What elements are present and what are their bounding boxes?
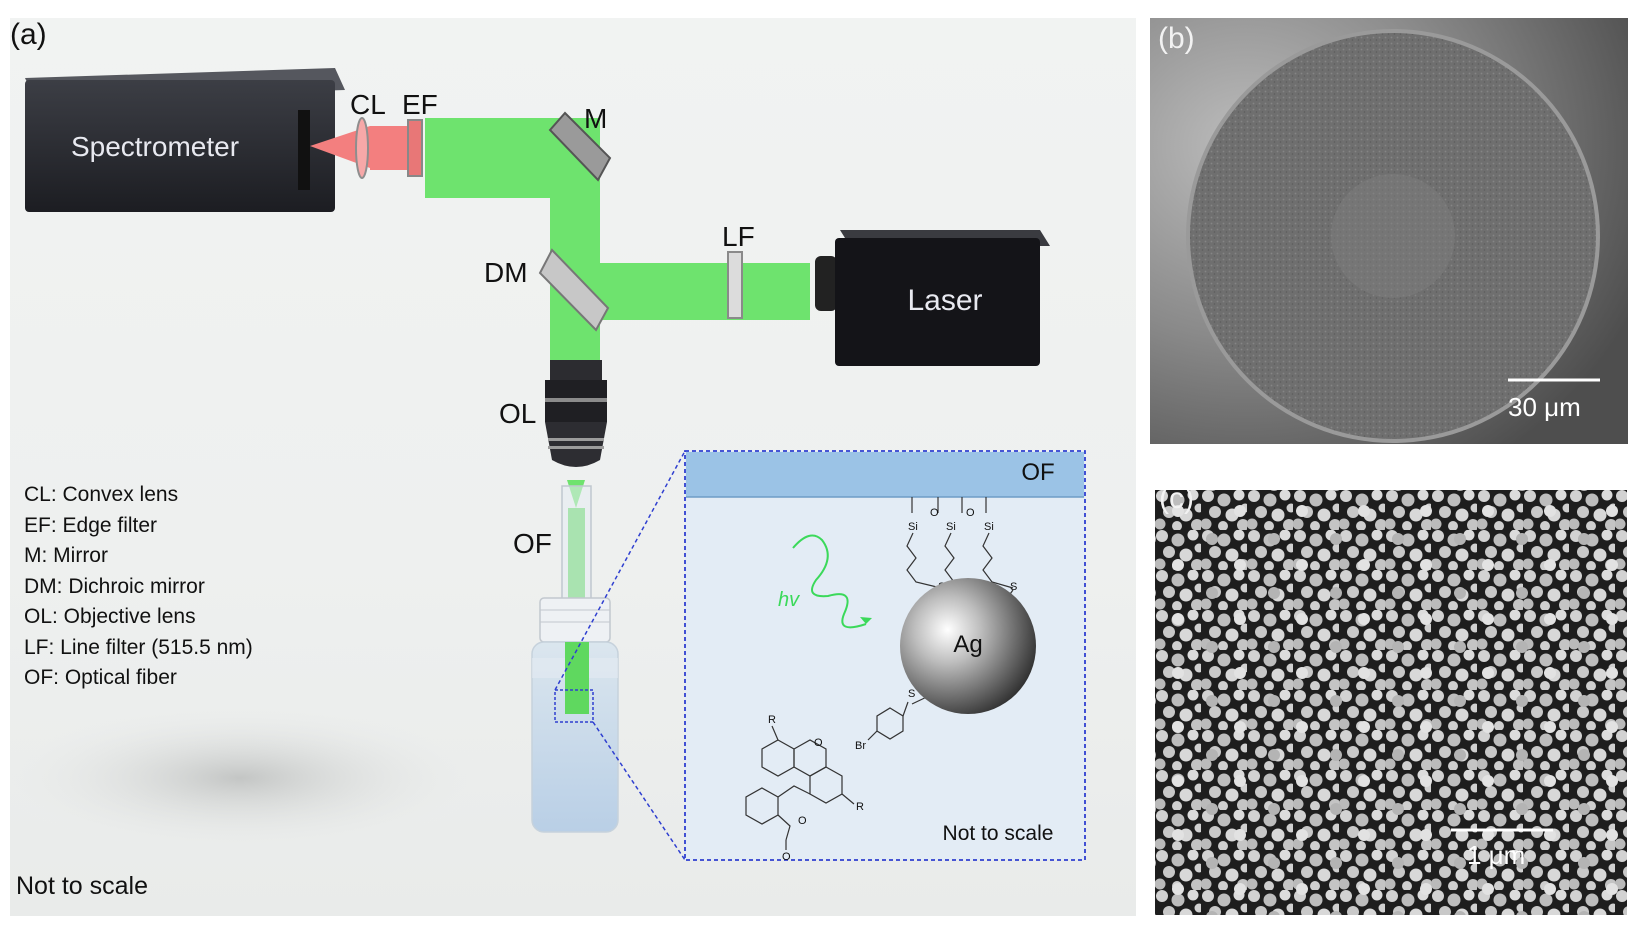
legend-item: EF: Edge filter: [24, 513, 158, 537]
atom-o-3: O: [814, 737, 823, 749]
label-dm: DM: [484, 257, 528, 288]
legend-item: OF: Optical fiber: [24, 666, 177, 689]
legend-item: CL: Convex lens: [24, 483, 179, 506]
spectrometer-label: Spectrometer: [71, 131, 239, 162]
laser-label: Laser: [907, 284, 982, 317]
atom-o-4: O: [798, 815, 807, 827]
bromobenzene-ring: [867, 701, 909, 741]
abbreviation-legend: CL: Convex lens EF: Edge filter M: Mirro…: [24, 480, 253, 694]
hv-label: hv: [778, 589, 800, 611]
dichroic-mirror: [538, 248, 610, 332]
light-wave-icon: [792, 534, 867, 629]
atom-si-2: Si: [946, 521, 956, 533]
dye-molecule: [745, 725, 855, 850]
fiber-core: [1331, 174, 1455, 298]
scale-text-b: 30 μm: [1508, 392, 1581, 422]
panel-a-label: (a): [10, 18, 47, 51]
label-ef: EF: [402, 89, 438, 120]
mirror: [548, 111, 612, 182]
atom-br: Br: [855, 740, 866, 752]
silver-nanoparticle: [900, 578, 1036, 714]
legend-item: DM: Dichroic mirror: [24, 574, 205, 598]
laser-box: [815, 230, 1050, 366]
scale-text-c: 1 μm: [1467, 840, 1526, 870]
ag-label: Ag: [953, 631, 982, 658]
atom-o-2: O: [966, 507, 975, 519]
convex-lens: [355, 117, 369, 179]
inset-fiber-label: OF: [1021, 459, 1054, 486]
zoom-line-top: [554, 450, 686, 691]
label-m: M: [584, 103, 607, 134]
inset-not-to-scale: Not to scale: [943, 822, 1054, 845]
not-to-scale-note: Not to scale: [16, 872, 149, 900]
legend-item: LF: Line filter (515.5 nm): [24, 635, 253, 659]
molecular-inset: OF Si O Si O Si S S S: [684, 450, 1086, 863]
label-lf: LF: [722, 221, 755, 252]
atom-s-4: S: [908, 688, 915, 700]
atom-s-3: S: [1010, 581, 1017, 593]
atom-r-2: R: [856, 801, 864, 813]
label-ol: OL: [499, 398, 536, 429]
atom-si-3: Si: [984, 521, 994, 533]
spectrometer-box: [25, 68, 345, 212]
label-cl: CL: [350, 89, 386, 120]
edge-filter: [407, 119, 423, 177]
atom-o-5: O: [782, 851, 791, 863]
panel-b-label: (b): [1158, 22, 1195, 55]
setup-svg: Spectrometer Laser: [10, 68, 1086, 863]
panel-b-fiber-sem: (b) 30 μm: [1150, 18, 1628, 444]
floor-shadow: [10, 703, 490, 853]
objective-lens: [545, 360, 607, 467]
panel-a-setup-diagram: Spectrometer Laser: [10, 18, 1136, 916]
nanoparticle-svg: [1155, 490, 1627, 915]
legend-item: OL: Objective lens: [24, 605, 196, 628]
panel-c-nanoparticle-sem: (c) 1 μm: [1155, 490, 1627, 915]
spectrometer-cone: [310, 126, 370, 168]
panel-c-label: (c): [1159, 490, 1194, 515]
inset-fiber-surface: [686, 452, 1084, 497]
label-of: OF: [513, 528, 552, 559]
atom-o-1: O: [930, 507, 939, 519]
atom-si-1: Si: [908, 521, 918, 533]
atom-r-1: R: [768, 714, 776, 726]
line-filter: [727, 251, 743, 319]
legend-item: M: Mirror: [24, 544, 108, 567]
sample-vial: [531, 597, 619, 833]
fiber-cross-section-svg: [1150, 18, 1628, 444]
